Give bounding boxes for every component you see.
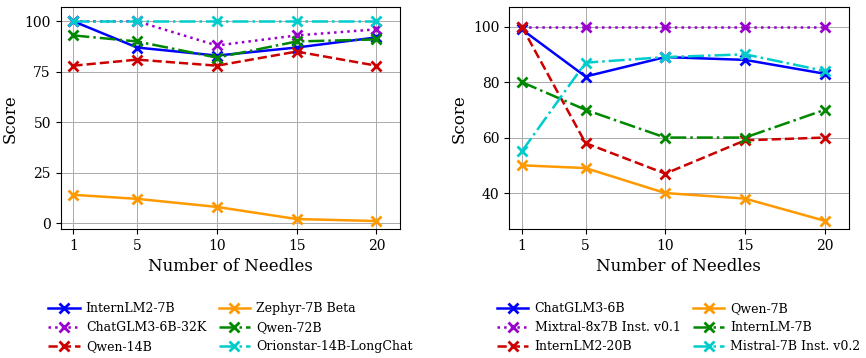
X-axis label: Number of Needles: Number of Needles xyxy=(597,258,761,275)
Y-axis label: Score: Score xyxy=(450,94,468,142)
Y-axis label: Score: Score xyxy=(2,94,19,142)
Legend: InternLM2-7B, ChatGLM3-6B-32K, Qwen-14B, Zephyr-7B Beta, Qwen-72B, Orionstar-14B: InternLM2-7B, ChatGLM3-6B-32K, Qwen-14B,… xyxy=(48,302,412,353)
Legend: ChatGLM3-6B, Mixtral-8x7B Inst. v0.1, InternLM2-20B, Qwen-7B, InternLM-7B, Mistr: ChatGLM3-6B, Mixtral-8x7B Inst. v0.1, In… xyxy=(497,302,861,353)
X-axis label: Number of Needles: Number of Needles xyxy=(148,258,313,275)
